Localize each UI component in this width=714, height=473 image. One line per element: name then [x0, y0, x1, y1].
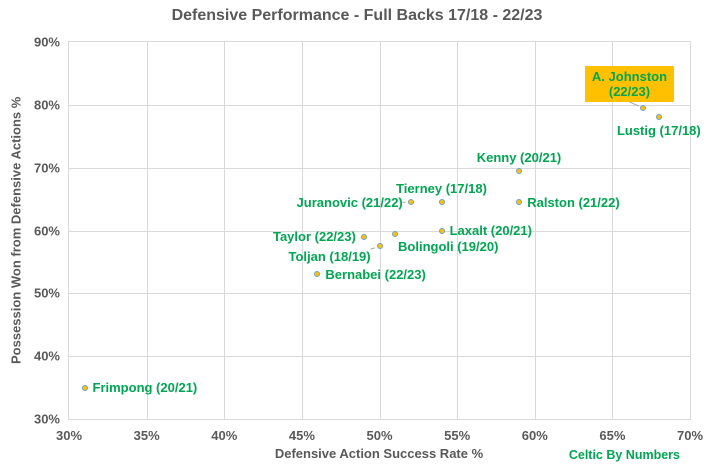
- data-point-marker: [438, 199, 445, 206]
- x-tick-label: 50%: [366, 428, 393, 443]
- data-point-marker: [407, 199, 414, 206]
- data-point-marker: [376, 243, 383, 250]
- gridline-horizontal: [69, 230, 690, 232]
- label-leader-line: [370, 247, 375, 250]
- y-tick-label: 80%: [33, 97, 60, 113]
- gridline-horizontal: [69, 167, 690, 169]
- point-label-line: A. Johnston: [591, 68, 668, 84]
- point-label: Kenny (20/21): [476, 149, 562, 165]
- data-point-marker: [314, 271, 321, 278]
- y-tick-label: 30%: [33, 411, 60, 427]
- y-tick-label: 70%: [33, 160, 60, 176]
- point-label: Toljan (18/19): [288, 249, 371, 265]
- data-point-marker: [655, 114, 662, 121]
- x-tick-label: 40%: [211, 428, 238, 443]
- x-tick-label: 55%: [444, 428, 471, 443]
- y-tick-label: 60%: [33, 223, 60, 238]
- data-point-marker: [516, 199, 523, 206]
- point-label: Ralston (21/22): [527, 194, 620, 210]
- y-tick-label: 50%: [33, 285, 60, 301]
- gridline-horizontal: [69, 293, 690, 295]
- x-tick-label: 60%: [521, 428, 548, 443]
- highlighted-point-label: A. Johnston (22/23): [584, 65, 675, 102]
- y-axis-title: Possession Won from Defensive Actions %: [8, 96, 24, 365]
- x-tick-label: 70%: [676, 428, 704, 443]
- point-label: Frimpong (20/21): [92, 380, 198, 396]
- x-tick-label: 35%: [133, 428, 160, 443]
- gridline-horizontal: [69, 104, 690, 106]
- point-label: Bernabei (22/23): [325, 266, 426, 282]
- data-point-marker: [360, 233, 367, 240]
- y-tick-label: 90%: [33, 34, 60, 50]
- data-point-marker: [516, 167, 523, 174]
- point-label: Tierney (17/18): [396, 181, 487, 197]
- data-point-marker: [81, 384, 88, 391]
- point-label: Juranovic (21/22): [296, 194, 403, 210]
- data-point-marker: [438, 227, 445, 234]
- point-label: Lustig (17/18): [616, 123, 701, 139]
- x-tick-label: 45%: [288, 428, 315, 443]
- point-label: Taylor (22/23): [272, 229, 356, 245]
- data-point-marker: [640, 104, 647, 111]
- point-label: Laxalt (20/21): [449, 223, 532, 238]
- data-point-marker: [392, 230, 399, 237]
- gridline-horizontal: [69, 356, 690, 358]
- x-tick-label: 30%: [55, 428, 83, 443]
- x-axis-title: Defensive Action Success Rate %: [274, 446, 484, 461]
- chart-title: Defensive Performance - Full Backs 17/18…: [171, 7, 543, 24]
- point-label: Bolingoli (19/20): [398, 238, 499, 254]
- plot-area: 30% 35% 40% 45% 50% 55% 60% 65% 70% 90% 80% 70% 60% 5…: [34, 35, 703, 444]
- brand-watermark: Celtic By Numbers: [568, 448, 680, 462]
- x-tick-label: 65%: [599, 428, 626, 443]
- y-tick-label: 40%: [33, 348, 60, 364]
- point-label-line: (22/23): [608, 83, 651, 99]
